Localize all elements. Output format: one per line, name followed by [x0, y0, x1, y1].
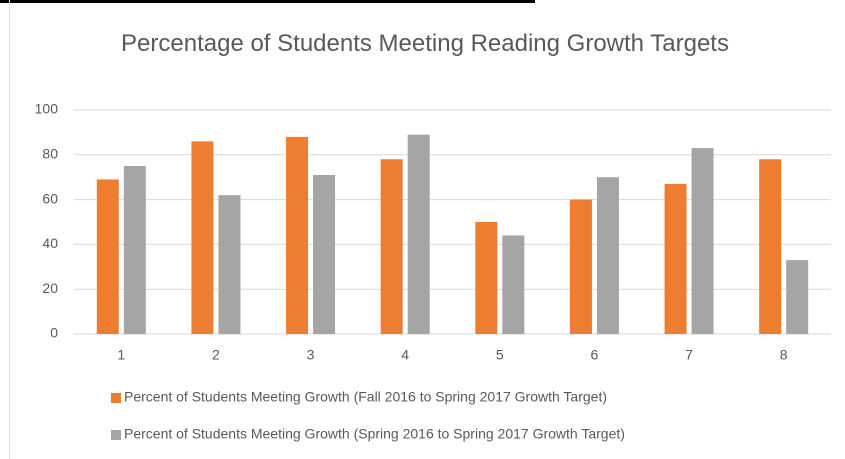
bar	[123, 166, 146, 334]
x-tick-label: 6	[591, 347, 599, 363]
bar	[664, 183, 687, 334]
bar	[286, 136, 309, 334]
legend-label: Percent of Students Meeting Growth (Spri…	[124, 426, 625, 442]
y-tick-label: 80	[42, 146, 58, 162]
legend-swatch	[111, 393, 121, 403]
bar	[691, 148, 714, 334]
x-tick-label: 8	[780, 347, 788, 363]
bar	[96, 179, 119, 334]
top-bar	[0, 0, 535, 3]
bar	[380, 159, 403, 334]
bar	[475, 222, 498, 334]
legend-swatch	[111, 430, 121, 440]
x-tick-label: 4	[401, 347, 409, 363]
x-tick-label: 7	[685, 347, 693, 363]
bar	[759, 159, 782, 334]
y-tick-label: 100	[35, 101, 59, 117]
x-tick-label: 1	[117, 347, 125, 363]
y-tick-label: 40	[42, 235, 58, 251]
y-tick-label: 60	[42, 190, 58, 206]
bar	[786, 260, 809, 334]
bar	[596, 177, 619, 334]
bar	[313, 174, 336, 334]
x-tick-label: 2	[212, 347, 220, 363]
y-tick-label: 20	[42, 280, 58, 296]
bar	[407, 134, 430, 334]
x-tick-label: 5	[496, 347, 504, 363]
bar	[569, 199, 592, 334]
x-tick-label: 3	[307, 347, 315, 363]
bar	[218, 195, 241, 334]
bar	[191, 141, 214, 334]
bar	[502, 235, 525, 334]
legend-label: Percent of Students Meeting Growth (Fall…	[124, 389, 607, 405]
y-tick-label: 0	[50, 325, 58, 341]
chart-title: Percentage of Students Meeting Reading G…	[121, 30, 729, 57]
